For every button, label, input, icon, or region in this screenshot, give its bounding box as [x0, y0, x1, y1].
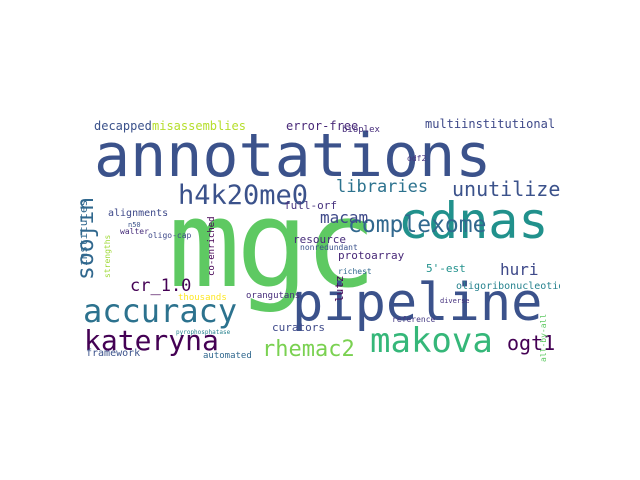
- word-diverse: diverse: [440, 297, 470, 305]
- word-orangutans: orangutans: [246, 291, 301, 301]
- word-error-free: error-free: [286, 119, 359, 133]
- word-rhemac2: rhemac2: [262, 337, 355, 362]
- word-strengths: strengths: [103, 234, 112, 278]
- word-cloud: annotations mgc pipeline cdnas accuracy …: [80, 116, 560, 364]
- word-ogt1: ogt1: [507, 331, 556, 355]
- word-automated: automated: [203, 351, 252, 361]
- word-multiinstitutional: multiinstitutional: [425, 117, 556, 131]
- word-resource: resource: [293, 233, 346, 246]
- word-institutes: institutes: [80, 199, 90, 266]
- word-cr_1.0: cr_1.0: [130, 276, 192, 296]
- word-richest: richest: [338, 267, 372, 276]
- word-decapped: decapped: [94, 119, 152, 133]
- word-5-est: 5'-est: [426, 262, 466, 275]
- word-makova: makova: [370, 321, 493, 361]
- word-pipeline: pipeline: [292, 273, 543, 333]
- word-kateryna: kateryna: [84, 324, 219, 357]
- word-pyrophosphatase: pyrophosphatase: [176, 329, 231, 336]
- word-oligo-cap: oligo-cap: [148, 231, 192, 240]
- word-cdnas: cdnas: [398, 192, 549, 250]
- word-protoarray: protoarray: [338, 249, 405, 262]
- word-unutilized: unutilized: [452, 177, 560, 201]
- word-annotations: annotations: [94, 121, 492, 191]
- word-accuracy: accuracy: [83, 292, 238, 330]
- word-reference: reference: [392, 315, 436, 324]
- word-libraries: libraries: [336, 177, 429, 197]
- word-huri: huri: [500, 260, 539, 279]
- word-curators: curators: [272, 321, 325, 334]
- word-complexome: complexome: [348, 212, 487, 238]
- word-framework: framework: [86, 348, 141, 359]
- word-all-by-all: all-by-all: [539, 313, 548, 362]
- word-odf2: odf2: [407, 154, 427, 163]
- word-alignments: alignments: [108, 208, 169, 219]
- word-n50: n50: [128, 221, 141, 229]
- word-full-orf: full-orf: [284, 199, 337, 212]
- word-thousands: thousands: [178, 293, 227, 303]
- word-mgc: mgc: [168, 176, 377, 315]
- word-oligoribonucleotide: oligoribonucleotide: [456, 281, 560, 292]
- word-nonredundant: nonredundant: [300, 243, 358, 252]
- word-lutz: lutz: [333, 275, 346, 303]
- word-bioplex: bioplex: [342, 125, 380, 135]
- word-walter: walter: [120, 227, 149, 236]
- word-macam: macam: [320, 208, 369, 227]
- word-h4k20me0: h4k20me0: [178, 180, 309, 211]
- word-misassemblies: misassemblies: [152, 119, 246, 133]
- word-co-enriched: co-enriched: [207, 216, 217, 276]
